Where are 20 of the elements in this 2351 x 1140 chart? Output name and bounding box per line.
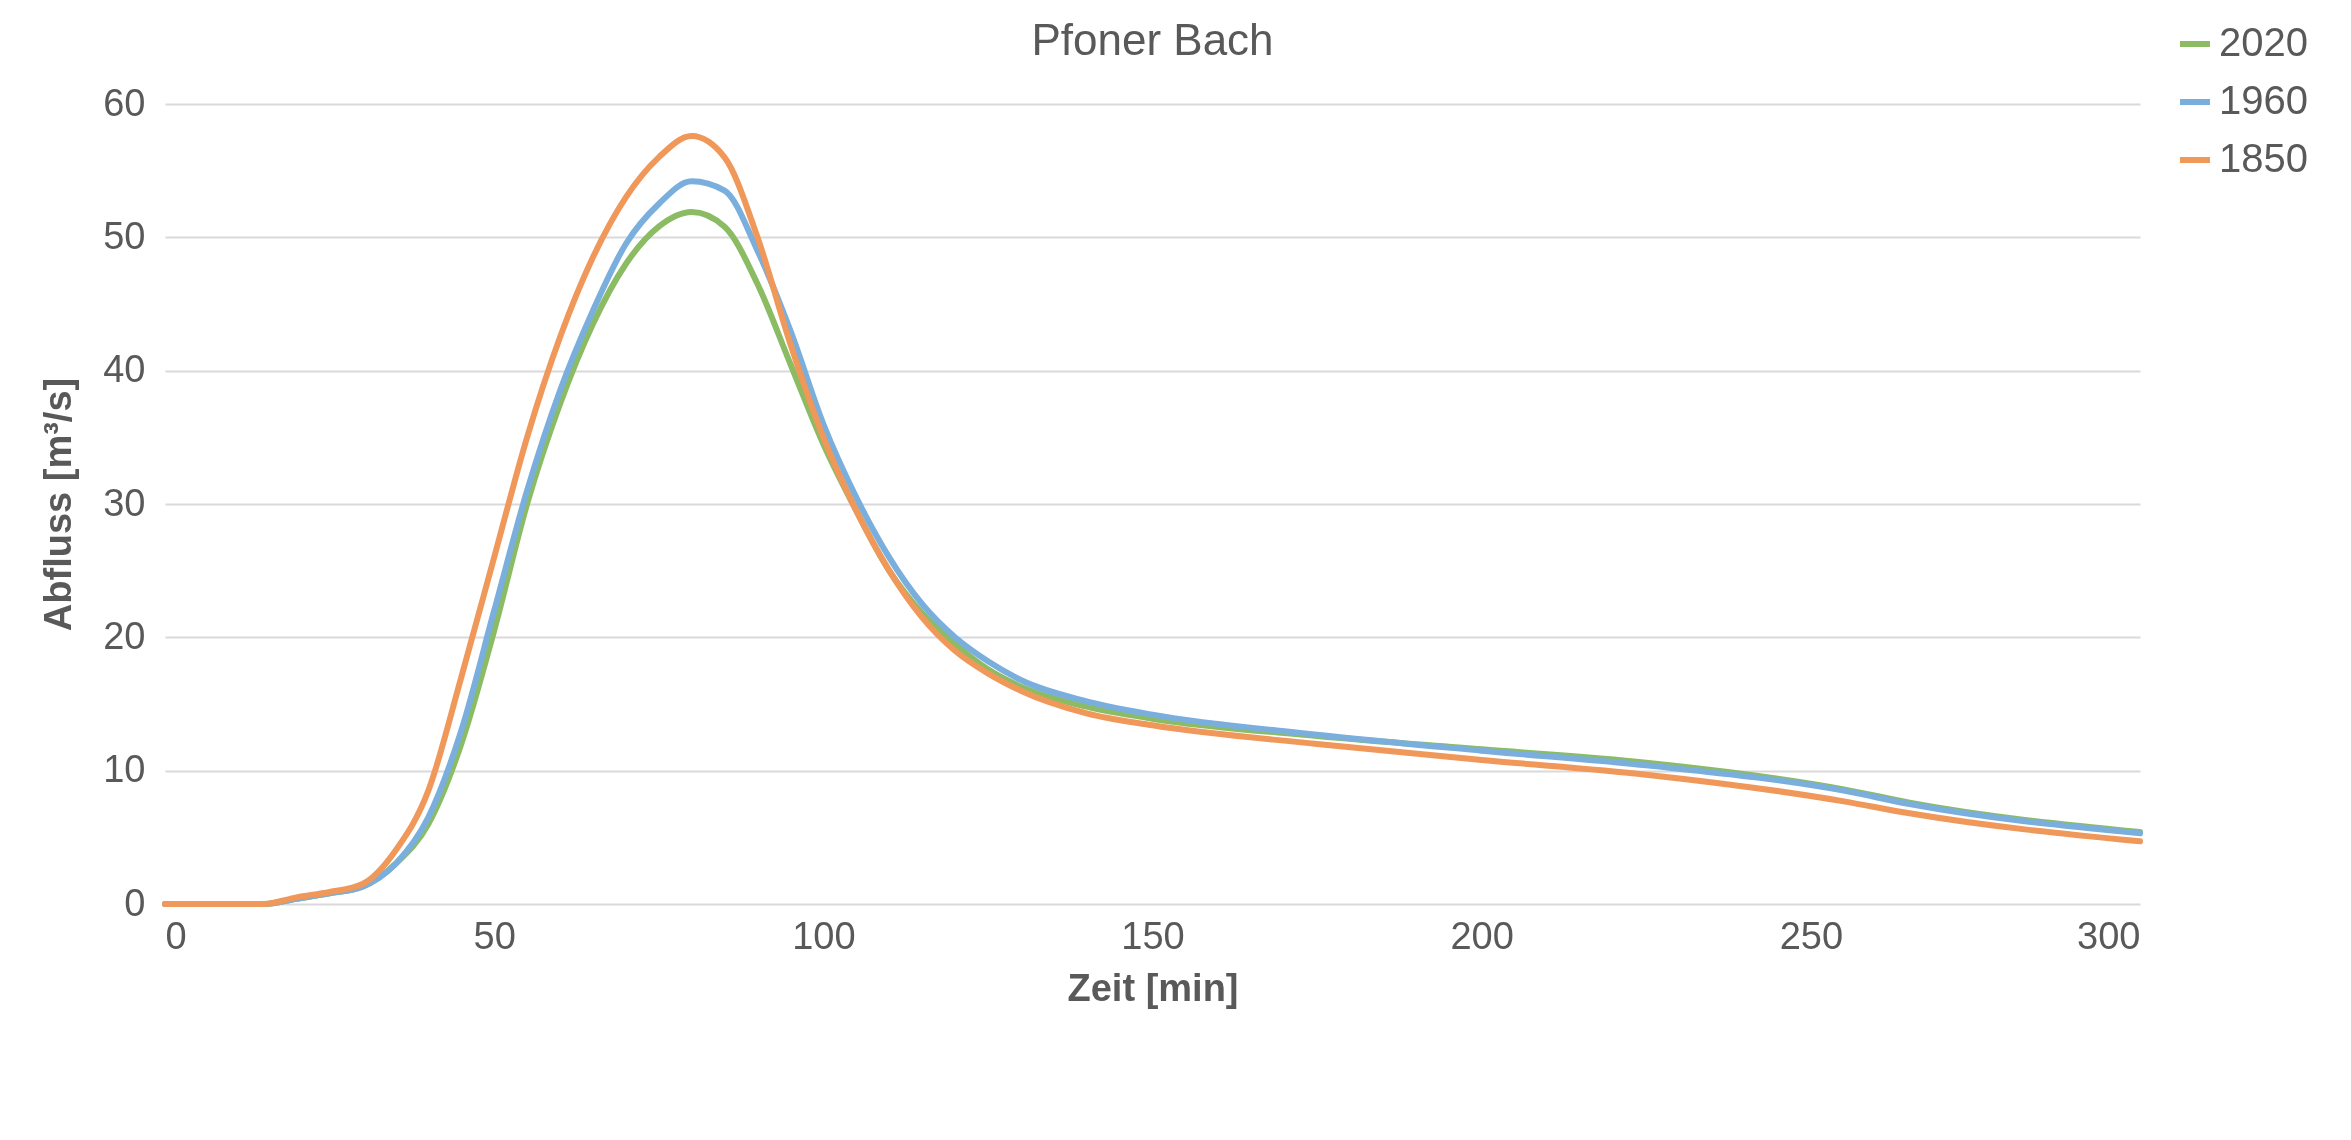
legend-label: 1850 bbox=[2219, 136, 2308, 180]
legend-label: 2020 bbox=[2219, 20, 2308, 64]
x-tick-label: 0 bbox=[165, 914, 187, 957]
y-tick-label: 50 bbox=[103, 214, 146, 257]
chart-title: Pfoner Bach bbox=[1031, 15, 1274, 64]
x-axis-title: Zeit [min] bbox=[1067, 966, 1239, 1009]
y-tick-label: 10 bbox=[103, 748, 146, 791]
x-tick-label: 250 bbox=[1779, 914, 1844, 957]
legend-label: 1960 bbox=[2219, 78, 2308, 122]
x-tick-label: 200 bbox=[1450, 914, 1514, 957]
y-tick-label: 60 bbox=[103, 81, 146, 124]
x-tick-label: 150 bbox=[1121, 914, 1185, 957]
x-tick-label: 300 bbox=[2077, 914, 2141, 957]
y-tick-label: 20 bbox=[103, 614, 146, 657]
y-tick-label: 30 bbox=[103, 481, 146, 524]
x-tick-label: 100 bbox=[792, 914, 856, 957]
x-tick-label: 50 bbox=[473, 914, 516, 957]
y-axis-title: Abfluss [m³/s] bbox=[37, 377, 80, 632]
y-tick-label: 0 bbox=[124, 881, 146, 924]
y-tick-label: 40 bbox=[103, 348, 146, 391]
